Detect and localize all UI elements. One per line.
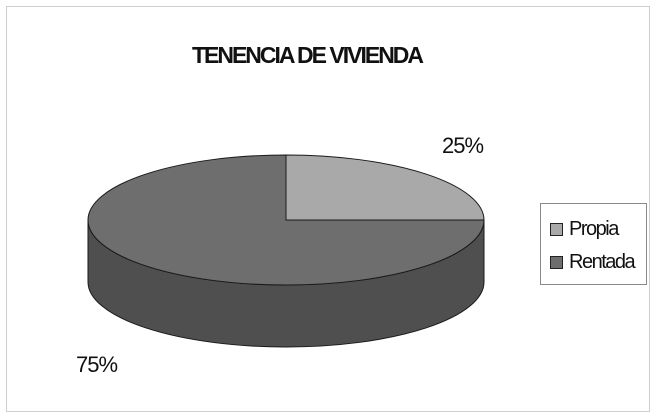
legend-item-rentada: Rentada [550, 251, 636, 274]
pie-slice-rentada [87, 154, 485, 286]
legend-label-rentada: Rentada [569, 251, 636, 273]
data-label-propia: 25% [442, 133, 484, 158]
legend: Propia Rentada [540, 203, 647, 285]
legend-item-propia: Propia [550, 218, 619, 241]
legend-swatch-propia [550, 223, 563, 236]
legend-swatch-rentada [550, 256, 563, 269]
chart-title: TENENCIA DE VIVIENDA [191, 42, 424, 68]
data-label-rentada: 75% [76, 352, 118, 377]
pie-slice-propia [285, 154, 485, 221]
legend-label-propia: Propia [569, 218, 619, 240]
